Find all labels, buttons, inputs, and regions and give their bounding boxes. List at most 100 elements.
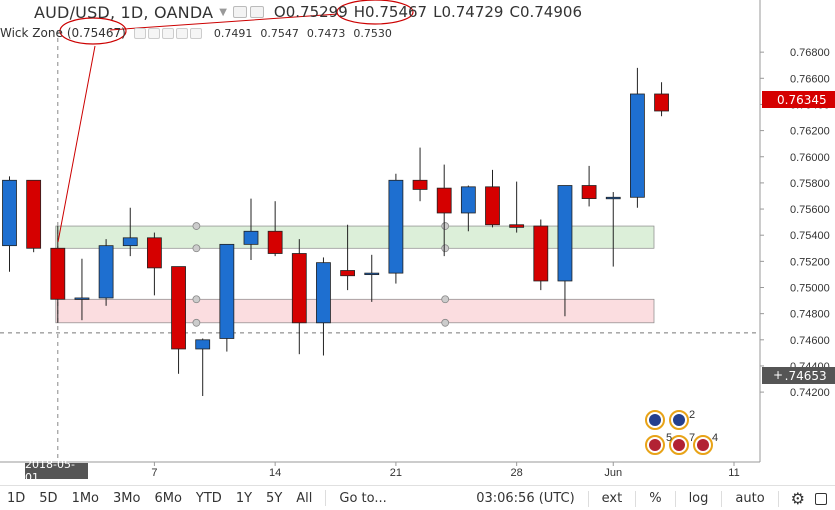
candle-body[interactable]	[50, 247, 66, 300]
range-3mo[interactable]: 3Mo	[113, 490, 141, 506]
wick-zone-red	[55, 298, 655, 324]
add-alert-button[interactable]: +	[771, 368, 785, 382]
indicator-value: 0.7473	[306, 26, 346, 40]
candle-body[interactable]	[146, 237, 162, 269]
clock-display[interactable]: 03:06:56 (UTC)	[476, 491, 575, 506]
toolbar-divider	[674, 490, 676, 507]
last-price-label: 0.76345	[762, 91, 835, 108]
candle-body[interactable]	[557, 185, 573, 282]
candle-body[interactable]	[122, 237, 138, 247]
percent-toggle[interactable]: %	[649, 491, 662, 506]
range-5y[interactable]: 5Y	[266, 490, 283, 506]
flag-icon	[649, 414, 661, 426]
candle-body[interactable]	[460, 186, 476, 214]
auto-toggle[interactable]: auto	[735, 491, 765, 506]
candle-body[interactable]	[340, 270, 356, 277]
plus-icon[interactable]	[175, 27, 188, 39]
time-tick-label: 7	[151, 467, 157, 479]
range-6mo[interactable]: 6Mo	[154, 490, 182, 506]
candle-body[interactable]	[219, 243, 235, 339]
price-tick-label: 0.75200	[790, 256, 830, 268]
ohlc-close: C0.74906	[509, 3, 582, 21]
toolbar-divider	[325, 490, 327, 506]
candle-body[interactable]	[412, 179, 428, 190]
flag-icon	[697, 439, 709, 451]
range-all[interactable]: All	[296, 490, 313, 506]
flag-icon	[673, 439, 685, 451]
candle-body[interactable]	[533, 225, 549, 282]
chevron-down-icon[interactable]: ▼	[219, 6, 227, 18]
flag-icon	[649, 439, 661, 451]
zone-handle[interactable]	[192, 222, 201, 230]
ohlc-open: O0.75299	[273, 3, 348, 21]
time-tick-label: 14	[269, 467, 281, 479]
candle-body[interactable]	[291, 253, 307, 324]
candle-body[interactable]	[195, 339, 211, 350]
eye-icon[interactable]	[232, 6, 247, 18]
price-tick-label: 0.76200	[790, 126, 830, 138]
screenshot-icon[interactable]	[815, 492, 827, 505]
wick-zone-green	[55, 225, 655, 249]
event-count: 7	[689, 432, 695, 444]
time-tick-label: 28	[511, 467, 523, 479]
zone-handle[interactable]	[441, 244, 450, 253]
time-tick-label: 11	[728, 467, 739, 479]
price-tick-label: 0.74600	[790, 335, 830, 347]
toolbar-divider	[587, 490, 589, 507]
zone-handle[interactable]	[192, 244, 201, 253]
indicator-name[interactable]: Wick Zone	[0, 26, 63, 40]
ext-toggle[interactable]: ext	[601, 491, 623, 506]
event-count: 2	[689, 409, 695, 421]
annotation-ellipse	[59, 17, 127, 45]
candle-body[interactable]	[581, 185, 597, 199]
eye-icon[interactable]	[133, 27, 146, 39]
price-tick-label: 0.75600	[790, 204, 830, 216]
toolbar-divider	[721, 490, 723, 507]
candle-body[interactable]	[436, 187, 452, 214]
zone-handle[interactable]	[441, 222, 450, 230]
zone-handle[interactable]	[192, 318, 201, 327]
log-toggle[interactable]: log	[688, 491, 709, 506]
annotation-callout	[57, 13, 339, 243]
price-tick-label: 0.75000	[790, 283, 830, 295]
gear-icon[interactable]: ⚙	[790, 489, 805, 508]
price-tick-label: 0.75800	[790, 178, 830, 190]
zone-handle[interactable]	[441, 318, 450, 327]
candle-body[interactable]	[654, 93, 669, 112]
ohlc-high: H0.75467	[353, 3, 428, 21]
indicator-value: 0.7547	[260, 26, 299, 40]
candle-body[interactable]	[388, 179, 404, 274]
zone-handle[interactable]	[192, 295, 201, 304]
candle-body[interactable]	[316, 262, 331, 324]
candle-body[interactable]	[171, 266, 186, 350]
candle-body[interactable]	[267, 230, 283, 254]
candle-body[interactable]	[74, 297, 90, 300]
candle-body[interactable]	[509, 224, 525, 228]
close-icon[interactable]	[189, 27, 202, 39]
range-1y[interactable]: 1Y	[235, 490, 253, 506]
zone-handle[interactable]	[441, 295, 450, 304]
candle-body[interactable]	[364, 272, 380, 276]
candle-body[interactable]	[98, 245, 114, 299]
goto-button[interactable]: Go to...	[339, 490, 387, 506]
candle-body[interactable]	[485, 186, 500, 226]
price-tick-label: 0.74200	[790, 387, 830, 399]
range-5d[interactable]: 5D	[39, 490, 58, 506]
candle-body[interactable]	[243, 230, 259, 245]
candle-body[interactable]	[2, 179, 17, 247]
symbol-title[interactable]: AUD/USD, 1D, OANDA	[34, 2, 214, 22]
ohlc-low: L0.74729	[433, 3, 504, 21]
range-1mo[interactable]: 1Mo	[71, 490, 100, 506]
source-icon[interactable]	[161, 27, 174, 39]
range-ytd[interactable]: YTD	[195, 490, 222, 506]
candle-body[interactable]	[26, 179, 42, 249]
settings-icon[interactable]	[147, 27, 160, 39]
toolbar-divider	[777, 490, 779, 507]
bottom-toolbar: 1D 5D 1Mo 3Mo 6Mo YTD 1Y 5Y All Go to...…	[0, 485, 835, 510]
range-1d[interactable]: 1D	[7, 490, 26, 506]
candle-body[interactable]	[630, 93, 645, 198]
candle-body[interactable]	[605, 196, 621, 200]
settings-icon[interactable]	[249, 6, 264, 18]
flag-icon	[673, 414, 685, 426]
